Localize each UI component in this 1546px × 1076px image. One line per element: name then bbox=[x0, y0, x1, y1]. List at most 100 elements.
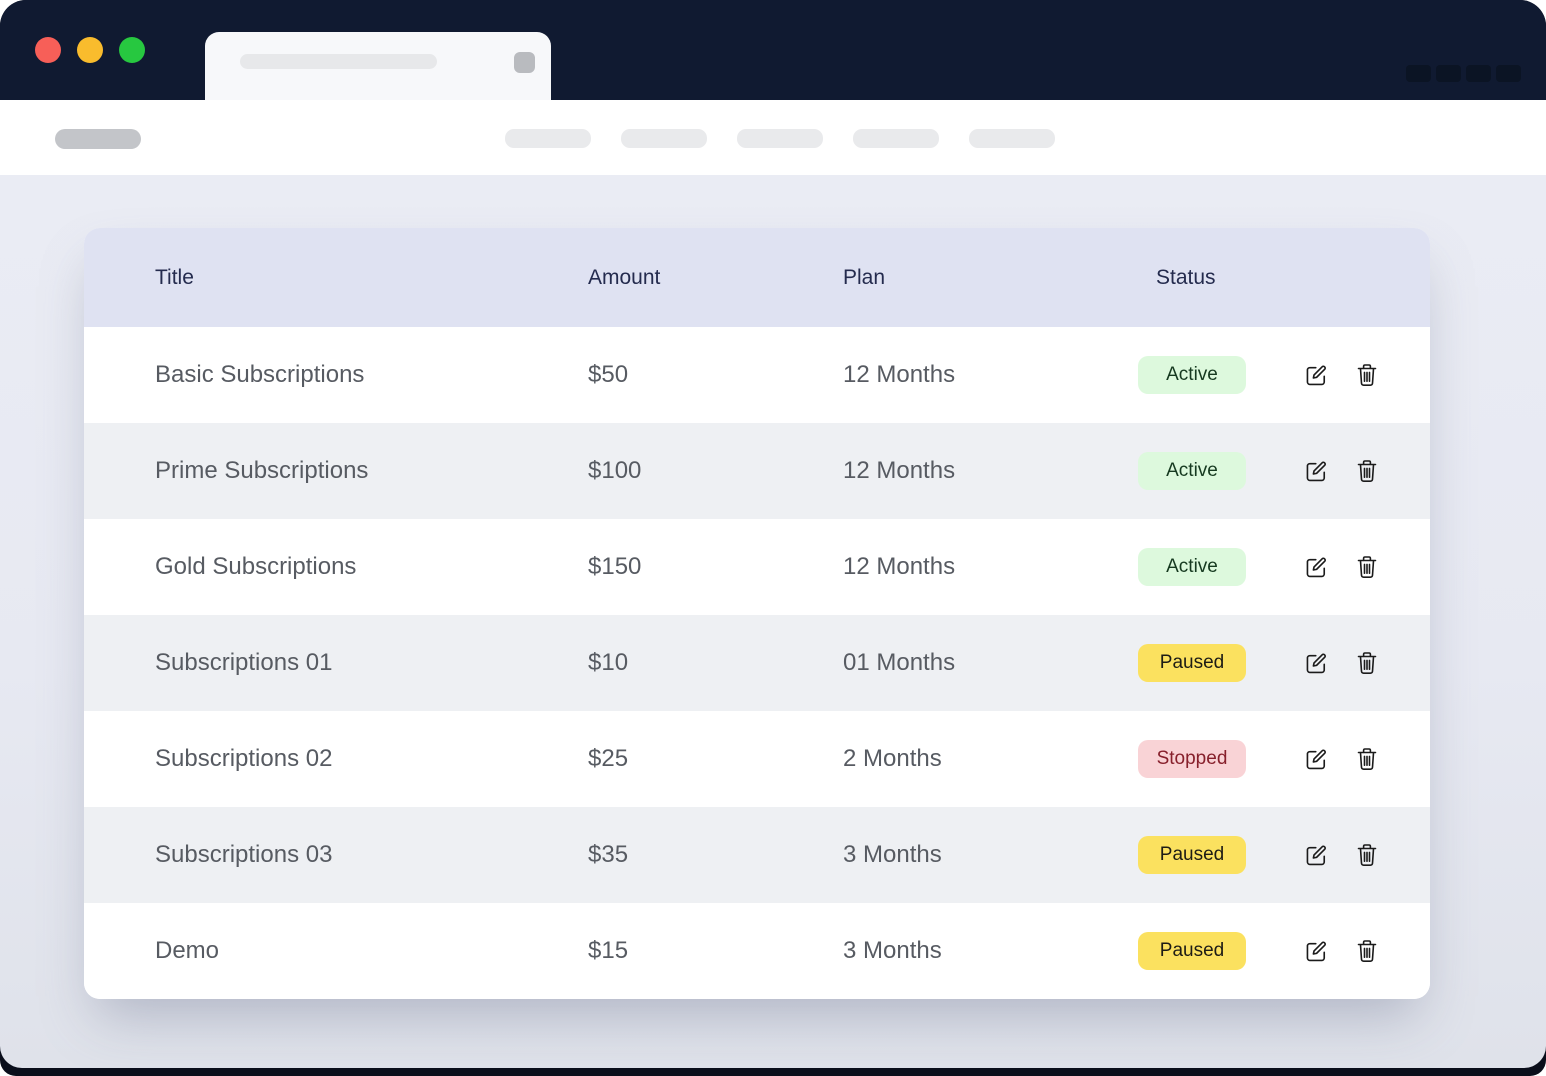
titlebar bbox=[0, 0, 1546, 100]
delete-button[interactable] bbox=[1356, 842, 1378, 868]
menu-placeholder bbox=[1406, 65, 1431, 82]
status-badge: Active bbox=[1138, 356, 1246, 394]
browser-tab[interactable] bbox=[205, 32, 551, 100]
table-row: Prime Subscriptions $100 12 Months Activ… bbox=[84, 423, 1430, 519]
nav-link-placeholder[interactable] bbox=[737, 129, 823, 148]
cell-amount: $25 bbox=[588, 745, 629, 772]
cell-amount: $150 bbox=[588, 553, 642, 580]
cell-amount: $10 bbox=[588, 649, 629, 676]
column-header-status: Status bbox=[1156, 265, 1216, 289]
cell-title: Subscriptions 02 bbox=[155, 745, 333, 772]
cell-status: Stopped bbox=[1138, 740, 1303, 778]
cell-actions bbox=[1303, 554, 1430, 580]
cell-title: Prime Subscriptions bbox=[155, 457, 369, 484]
trash-icon bbox=[1356, 746, 1378, 772]
subscriptions-card: Title Amount Plan Status Basic Subscript… bbox=[84, 228, 1430, 999]
cell-amount: $15 bbox=[588, 937, 629, 964]
trash-icon bbox=[1356, 554, 1378, 580]
traffic-lights bbox=[35, 37, 145, 63]
edit-icon bbox=[1303, 362, 1329, 388]
titlebar-menu-placeholders bbox=[1406, 65, 1521, 82]
maximize-window-button[interactable] bbox=[119, 37, 145, 63]
delete-button[interactable] bbox=[1356, 746, 1378, 772]
edit-button[interactable] bbox=[1303, 362, 1329, 388]
trash-icon bbox=[1356, 458, 1378, 484]
column-header-amount: Amount bbox=[588, 265, 661, 289]
cell-status: Active bbox=[1138, 452, 1303, 490]
cell-actions bbox=[1303, 362, 1430, 388]
menu-placeholder bbox=[1496, 65, 1521, 82]
table-row: Gold Subscriptions $150 12 Months Active bbox=[84, 519, 1430, 615]
status-badge: Paused bbox=[1138, 644, 1246, 682]
edit-icon bbox=[1303, 842, 1329, 868]
edit-icon bbox=[1303, 554, 1329, 580]
status-badge: Paused bbox=[1138, 836, 1246, 874]
table-row: Demo $15 3 Months Paused bbox=[84, 903, 1430, 999]
status-badge: Active bbox=[1138, 452, 1246, 490]
table-row: Basic Subscriptions $50 12 Months Active bbox=[84, 327, 1430, 423]
edit-button[interactable] bbox=[1303, 650, 1329, 676]
table-body: Basic Subscriptions $50 12 Months Active bbox=[84, 327, 1430, 999]
edit-icon bbox=[1303, 650, 1329, 676]
cell-actions bbox=[1303, 938, 1430, 964]
cell-amount: $35 bbox=[588, 841, 629, 868]
cell-plan: 2 Months bbox=[843, 745, 942, 772]
trash-icon bbox=[1356, 362, 1378, 388]
table-row: Subscriptions 03 $35 3 Months Paused bbox=[84, 807, 1430, 903]
cell-actions bbox=[1303, 842, 1430, 868]
cell-status: Active bbox=[1138, 356, 1303, 394]
delete-button[interactable] bbox=[1356, 650, 1378, 676]
menu-placeholder bbox=[1466, 65, 1491, 82]
tab-close-button[interactable] bbox=[514, 52, 535, 73]
cell-plan: 12 Months bbox=[843, 457, 956, 484]
edit-button[interactable] bbox=[1303, 554, 1329, 580]
cell-title: Gold Subscriptions bbox=[155, 553, 357, 580]
cell-actions bbox=[1303, 746, 1430, 772]
column-header-title: Title bbox=[155, 265, 194, 289]
cell-plan: 12 Months bbox=[843, 553, 956, 580]
table-header: Title Amount Plan Status bbox=[84, 228, 1430, 327]
cell-amount: $100 bbox=[588, 457, 642, 484]
nav-placeholders bbox=[505, 129, 1055, 148]
edit-button[interactable] bbox=[1303, 842, 1329, 868]
cell-plan: 3 Months bbox=[843, 841, 942, 868]
table-row: Subscriptions 02 $25 2 Months Stopped bbox=[84, 711, 1430, 807]
edit-icon bbox=[1303, 746, 1329, 772]
nav-link-placeholder[interactable] bbox=[969, 129, 1055, 148]
edit-button[interactable] bbox=[1303, 458, 1329, 484]
minimize-window-button[interactable] bbox=[77, 37, 103, 63]
close-window-button[interactable] bbox=[35, 37, 61, 63]
edit-button[interactable] bbox=[1303, 938, 1329, 964]
status-badge: Paused bbox=[1138, 932, 1246, 970]
delete-button[interactable] bbox=[1356, 458, 1378, 484]
nav-link-placeholder[interactable] bbox=[621, 129, 707, 148]
cell-actions bbox=[1303, 458, 1430, 484]
cell-title: Subscriptions 01 bbox=[155, 649, 333, 676]
tab-title-placeholder bbox=[240, 54, 437, 69]
menu-placeholder bbox=[1436, 65, 1461, 82]
nav-link-placeholder[interactable] bbox=[853, 129, 939, 148]
cell-title: Demo bbox=[155, 937, 220, 964]
cell-title: Basic Subscriptions bbox=[155, 361, 365, 388]
cell-status: Paused bbox=[1138, 836, 1303, 874]
cell-plan: 12 Months bbox=[843, 361, 956, 388]
cell-plan: 3 Months bbox=[843, 937, 942, 964]
cell-plan: 01 Months bbox=[843, 649, 956, 676]
logo-placeholder bbox=[55, 129, 141, 149]
cell-title: Subscriptions 03 bbox=[155, 841, 333, 868]
content-area: Title Amount Plan Status Basic Subscript… bbox=[0, 175, 1546, 1068]
toolbar bbox=[0, 100, 1546, 175]
status-badge: Stopped bbox=[1138, 740, 1246, 778]
cell-status: Active bbox=[1138, 548, 1303, 586]
edit-button[interactable] bbox=[1303, 746, 1329, 772]
delete-button[interactable] bbox=[1356, 938, 1378, 964]
delete-button[interactable] bbox=[1356, 362, 1378, 388]
status-badge: Active bbox=[1138, 548, 1246, 586]
trash-icon bbox=[1356, 938, 1378, 964]
cell-amount: $50 bbox=[588, 361, 629, 388]
delete-button[interactable] bbox=[1356, 554, 1378, 580]
trash-icon bbox=[1356, 650, 1378, 676]
nav-link-placeholder[interactable] bbox=[505, 129, 591, 148]
cell-status: Paused bbox=[1138, 644, 1303, 682]
